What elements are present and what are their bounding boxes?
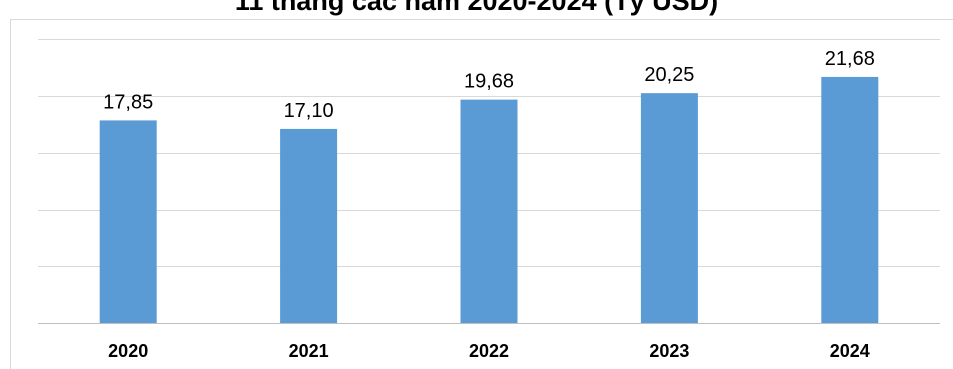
data-label-2023: 20,25 bbox=[644, 64, 694, 86]
data-label-2022: 19,68 bbox=[464, 71, 514, 93]
x-tick-label-2024: 2024 bbox=[830, 341, 870, 361]
chart-title: 11 tháng các năm 2020-2024 (Tỷ USD) bbox=[234, 0, 719, 16]
bar-2021 bbox=[280, 128, 338, 323]
x-tick-label-2021: 2021 bbox=[289, 341, 329, 361]
bar-2020 bbox=[99, 120, 157, 323]
bar-2022 bbox=[460, 99, 518, 323]
x-tick-labels: 2020 2021 2022 2023 2024 bbox=[108, 341, 870, 361]
data-label-2021: 17,10 bbox=[284, 100, 334, 122]
data-label-2020: 17,85 bbox=[103, 91, 153, 113]
data-label-2024: 21,68 bbox=[825, 48, 875, 70]
chart-frame bbox=[10, 19, 953, 369]
x-tick-label-2023: 2023 bbox=[649, 341, 689, 361]
bar-2023 bbox=[640, 93, 698, 323]
x-tick-label-2020: 2020 bbox=[108, 341, 148, 361]
x-tick-label-2022: 2022 bbox=[469, 341, 509, 361]
bars bbox=[99, 76, 879, 323]
bar-2024 bbox=[821, 76, 879, 323]
data-labels: 17,85 17,10 19,68 20,25 21,68 bbox=[103, 48, 875, 122]
